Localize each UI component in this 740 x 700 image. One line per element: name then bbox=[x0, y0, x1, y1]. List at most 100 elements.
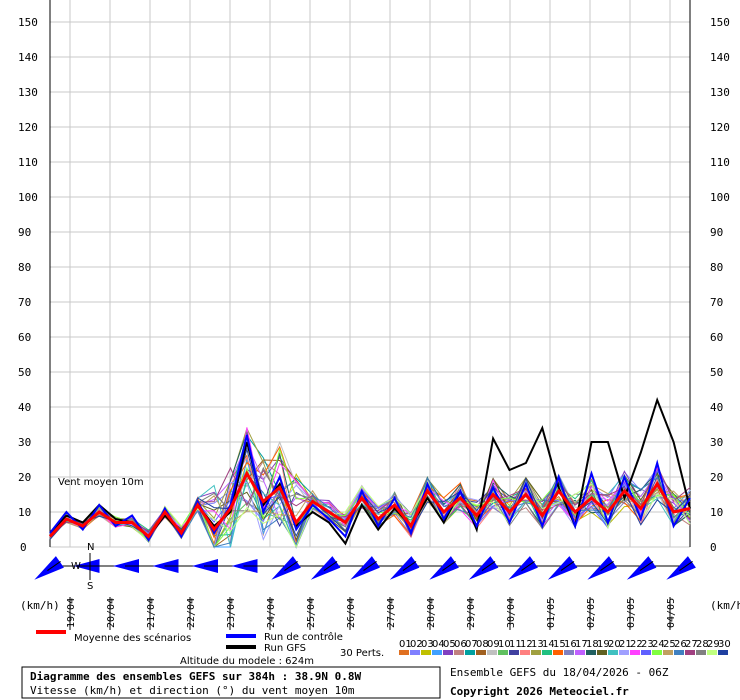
wind-arrow-head bbox=[666, 556, 696, 580]
y-unit-right: (km/h) bbox=[710, 599, 740, 612]
pert-legend-swatch bbox=[531, 650, 541, 655]
y-tick-left: 50 bbox=[18, 366, 31, 379]
y-tick-right: 80 bbox=[710, 261, 723, 274]
y-tick-right: 150 bbox=[710, 16, 730, 29]
pert-legend-swatch bbox=[630, 650, 640, 655]
wind-arrow bbox=[152, 559, 181, 573]
pert-legend-swatch bbox=[542, 650, 552, 655]
wind-arrow-head bbox=[350, 556, 380, 580]
wind-arrow-tick bbox=[679, 561, 693, 571]
footer-copyright: Copyright 2026 Meteociel.fr bbox=[450, 685, 629, 698]
wind-arrow-head bbox=[508, 556, 538, 580]
pert-legend-swatch bbox=[432, 650, 442, 655]
legend-control: Run de contrôle bbox=[264, 631, 343, 643]
wind-arrow-head bbox=[547, 556, 578, 580]
pert-legend-swatch bbox=[608, 650, 618, 655]
altitude-label: Altitude du modele : 624m bbox=[180, 656, 314, 667]
pert-legend-label: 28 bbox=[696, 639, 709, 650]
x-date-label: 04/05 bbox=[666, 598, 677, 628]
pert-legend-swatch bbox=[421, 650, 431, 655]
main-series-lines bbox=[48, 396, 691, 546]
x-date-label: 29/04 bbox=[466, 598, 477, 628]
wind-direction-strip bbox=[34, 556, 696, 580]
pert-legend-label: 19 bbox=[597, 639, 610, 650]
y-tick-left: 150 bbox=[18, 16, 38, 29]
wind-arrow-tick bbox=[284, 561, 298, 571]
y-tick-right: 0 bbox=[710, 541, 717, 554]
legend-mean: Moyenne des scénarios bbox=[74, 632, 191, 644]
pert-legend-label: 12 bbox=[520, 639, 533, 650]
pert-legend-swatch bbox=[487, 650, 497, 655]
x-date-label: 25/04 bbox=[306, 598, 317, 628]
pert-legend-label: 11 bbox=[509, 639, 522, 650]
y-tick-right: 140 bbox=[710, 51, 730, 64]
x-date-label: 20/04 bbox=[106, 598, 117, 628]
wind-arrow-head bbox=[468, 556, 499, 580]
wind-arrow bbox=[587, 556, 617, 580]
pert-legend-label: 15 bbox=[553, 639, 566, 650]
wind-arrow bbox=[547, 556, 578, 580]
pert-legend-label: 04 bbox=[432, 639, 445, 650]
y-tick-left: 20 bbox=[18, 471, 31, 484]
pert-legend-swatch bbox=[619, 650, 629, 655]
wind-arrow bbox=[429, 556, 459, 580]
pert-legend-label: 21 bbox=[619, 639, 632, 650]
pert-legend-label: 14 bbox=[542, 639, 555, 650]
pert-legend-swatch bbox=[685, 650, 695, 655]
pert-legend-label: 18 bbox=[586, 639, 599, 650]
pert-legend-label: 30 bbox=[718, 639, 731, 650]
wind-arrow-tick bbox=[560, 561, 575, 571]
wind-arrow bbox=[666, 556, 696, 580]
pert-legend-swatch bbox=[586, 650, 596, 655]
wind-arrow-tick bbox=[323, 561, 338, 571]
wind-arrow bbox=[626, 556, 657, 580]
pert-legend-swatch bbox=[509, 650, 519, 655]
wind-arrow-tick bbox=[639, 561, 654, 571]
footer-box bbox=[21, 666, 441, 699]
x-date-label: 27/04 bbox=[386, 598, 397, 628]
wind-arrow bbox=[468, 556, 499, 580]
pert-legend-label: 08 bbox=[476, 639, 489, 650]
y-tick-left: 110 bbox=[18, 156, 38, 169]
wind-arrow bbox=[231, 559, 260, 573]
x-date-label: 03/05 bbox=[626, 598, 637, 628]
wind-arrow-tick bbox=[442, 561, 456, 571]
y-tick-left: 90 bbox=[18, 226, 31, 239]
pert-legend-swatch bbox=[663, 650, 673, 655]
x-date-label: 23/04 bbox=[226, 598, 237, 628]
pert-legend-swatch bbox=[553, 650, 563, 655]
wind-arrow-tick bbox=[47, 561, 61, 571]
y-tick-right: 120 bbox=[710, 121, 730, 134]
y-tick-left: 140 bbox=[18, 51, 38, 64]
pert-legend-label: 17 bbox=[575, 639, 588, 650]
legend: Moyenne des scénarios Run de contrôle Ru… bbox=[36, 630, 731, 659]
pert-legend-swatch bbox=[707, 650, 717, 655]
y-tick-left: 60 bbox=[18, 331, 31, 344]
x-date-label: 01/05 bbox=[546, 598, 557, 628]
x-date-label: 26/04 bbox=[346, 598, 357, 628]
wind-arrow-tick bbox=[402, 561, 417, 571]
wind-arrow bbox=[271, 556, 301, 580]
y-tick-left: 120 bbox=[18, 121, 38, 134]
wind-arrow-head bbox=[429, 556, 459, 580]
pert-legend-swatch bbox=[674, 650, 684, 655]
y-tick-left: 40 bbox=[18, 401, 31, 414]
y-tick-right: 10 bbox=[710, 506, 723, 519]
pert-legend-label: 24 bbox=[652, 639, 665, 650]
x-date-label: 02/05 bbox=[586, 598, 597, 628]
x-date-label: 21/04 bbox=[146, 598, 157, 628]
wind-arrow-head bbox=[626, 556, 657, 580]
x-date-label: 22/04 bbox=[186, 598, 197, 628]
pert-legend-label: 06 bbox=[454, 639, 467, 650]
wind-arrow-tick bbox=[363, 561, 377, 571]
compass-north: N bbox=[87, 542, 94, 553]
pert-legend-label: 16 bbox=[564, 639, 577, 650]
pert-legend-swatch bbox=[443, 650, 453, 655]
y-tick-right: 70 bbox=[710, 296, 723, 309]
footer-run: Ensemble GEFS du 18/04/2026 - 06Z bbox=[450, 666, 669, 679]
pert-legend-swatch bbox=[465, 650, 475, 655]
x-date-label: 19/04 bbox=[66, 598, 77, 628]
compass: N W S bbox=[71, 542, 104, 592]
compass-west: W bbox=[71, 561, 81, 572]
